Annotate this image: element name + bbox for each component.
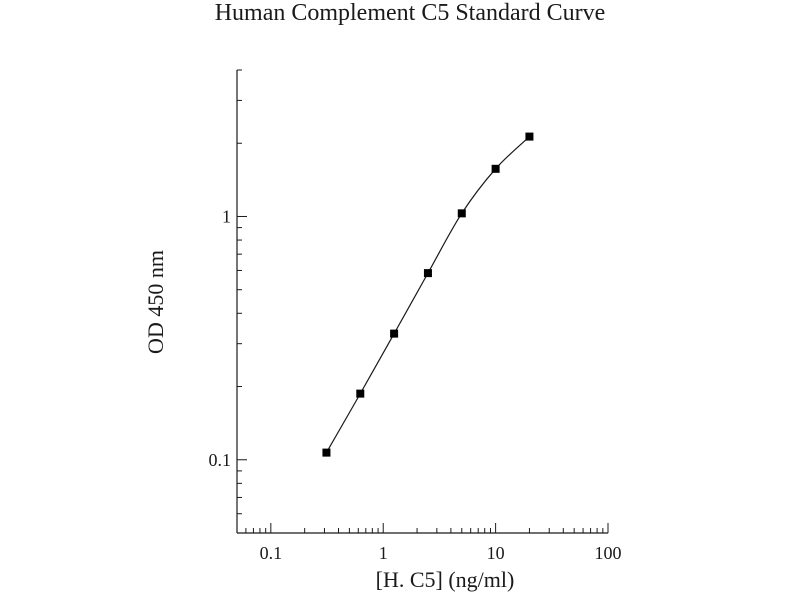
axes — [236, 70, 608, 534]
x-ticks — [236, 523, 609, 533]
y-tick-labels: 0.11 — [209, 206, 232, 469]
data-point — [356, 389, 365, 398]
x-tick-label: 10 — [487, 543, 505, 563]
y-tick-label: 0.1 — [209, 450, 232, 470]
chart-title: Human Complement C5 Standard Curve — [215, 0, 606, 26]
data-point — [525, 132, 534, 141]
data-point — [457, 209, 466, 218]
data-point — [423, 269, 432, 278]
data-markers — [322, 132, 534, 457]
y-ticks — [237, 69, 247, 534]
data-point — [322, 448, 331, 457]
x-tick-label: 0.1 — [260, 543, 283, 563]
data-point — [491, 164, 500, 173]
x-tick-label: 100 — [595, 543, 622, 563]
y-tick-label: 1 — [222, 206, 231, 226]
fit-curve — [325, 136, 530, 453]
x-tick-label: 1 — [379, 543, 388, 563]
data-point — [390, 329, 399, 338]
y-axis-label: OD 450 nm — [143, 250, 168, 354]
x-axis-label: [H. C5] (ng/ml) — [376, 567, 515, 592]
x-tick-labels: 0.1 1 10 100 — [260, 543, 622, 563]
